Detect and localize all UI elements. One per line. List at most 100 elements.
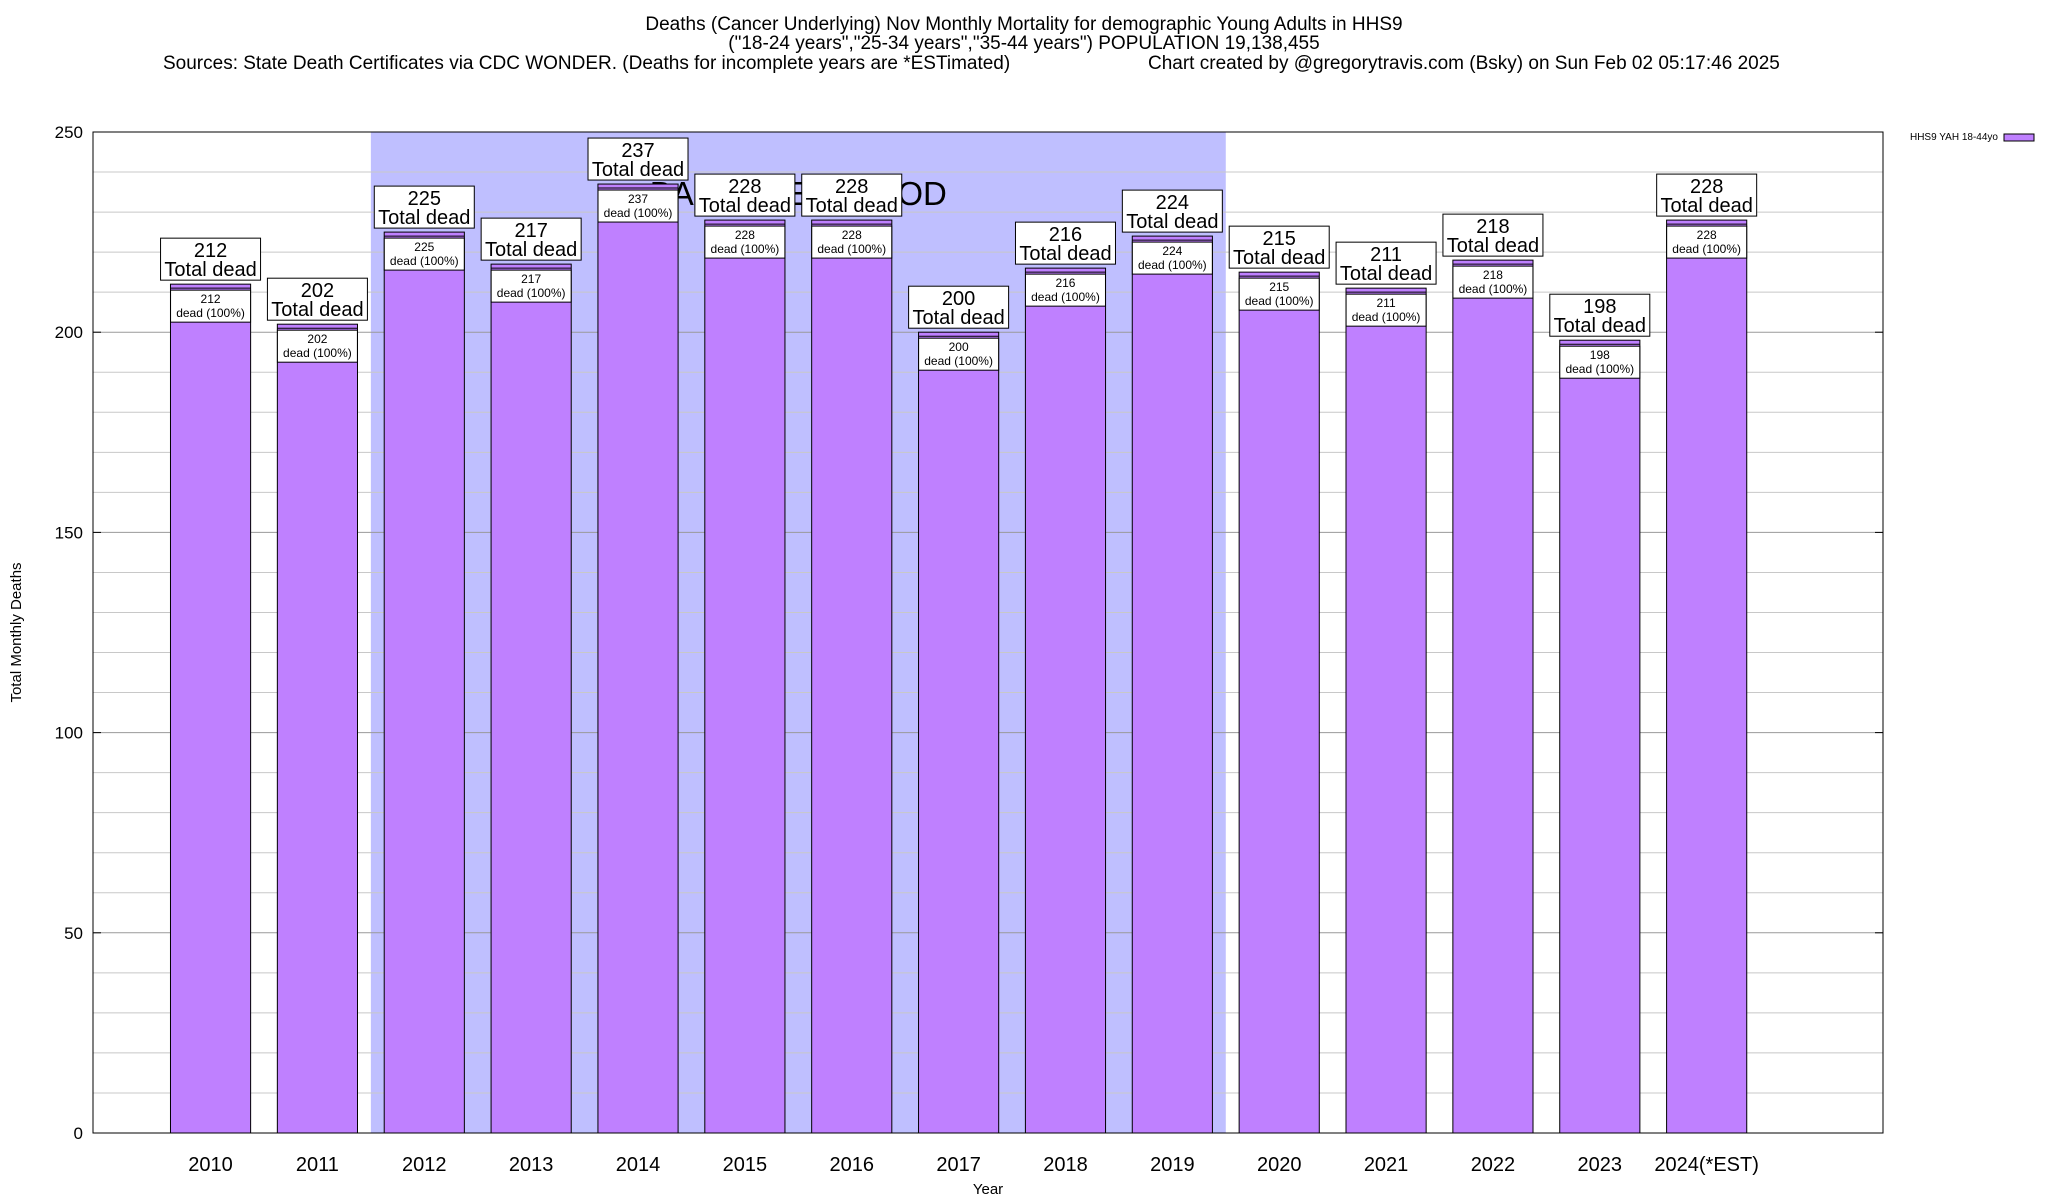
x-tick-label: 2013 — [509, 1154, 554, 1176]
bar-total-value: 211 — [1370, 244, 1402, 266]
legend-swatch — [2003, 133, 2035, 142]
bar-total-label: Total dead — [271, 299, 363, 321]
bar-total-value: 198 — [1583, 296, 1616, 318]
bar-total-label-box — [1335, 241, 1437, 285]
bar-inner-value: 216 — [1055, 276, 1075, 290]
x-tick-label: 2015 — [723, 1154, 768, 1176]
bar-total-label-box — [1014, 221, 1116, 265]
bar — [276, 323, 358, 1134]
x-axis-title: Year — [973, 1181, 1003, 1198]
bar-total-value: 225 — [408, 188, 441, 210]
bar — [1238, 271, 1320, 1134]
bar-total-label: Total dead — [592, 159, 684, 181]
bar-total-label: Total dead — [912, 307, 1004, 329]
bar-inner-value: 237 — [628, 192, 648, 206]
bar — [1559, 339, 1641, 1134]
bar-inner-label-box — [1452, 265, 1534, 299]
bar-total-value: 202 — [301, 280, 334, 302]
bar-inner-value: 228 — [735, 228, 755, 242]
bar — [1131, 235, 1213, 1134]
x-tick-label: 2019 — [1150, 1154, 1195, 1176]
bar-total-value: 224 — [1156, 192, 1189, 214]
x-tick-label: 2023 — [1578, 1154, 1623, 1176]
bar — [169, 283, 252, 1134]
bar — [1345, 287, 1427, 1134]
bar-inner-label-box — [1559, 345, 1641, 379]
bar-inner-value: 217 — [521, 272, 541, 286]
bar-inner-value: 211 — [1377, 296, 1396, 310]
x-tick-label: 2010 — [188, 1154, 233, 1176]
x-tick-label: 2011 — [296, 1154, 339, 1176]
bar — [811, 219, 893, 1134]
y-tick-label: 200 — [55, 323, 83, 342]
bar-inner-value: 228 — [842, 228, 862, 242]
bar-total-label: Total dead — [164, 259, 256, 281]
legend-label: HHS9 YAH 18-44yo — [1910, 132, 1998, 143]
bar-total-value: 216 — [1049, 224, 1082, 246]
bar-total-label: Total dead — [1126, 211, 1218, 233]
y-tick-label: 250 — [55, 123, 83, 142]
bar-total-value: 228 — [728, 176, 761, 198]
bar-inner-value: 202 — [307, 332, 327, 346]
bar-total-label-box — [587, 137, 689, 181]
bar-total-label: Total dead — [1661, 195, 1753, 217]
x-tick-label: 2014 — [616, 1154, 661, 1176]
bar — [1452, 259, 1534, 1134]
bar — [490, 263, 572, 1134]
bar-inner-value: 218 — [1483, 268, 1503, 282]
bar-total-value: 215 — [1263, 228, 1296, 250]
bar-total-value: 218 — [1476, 216, 1509, 238]
x-tick-label: 2018 — [1043, 1154, 1088, 1176]
bar-inner-label-box — [811, 225, 893, 259]
bar-total-label-box — [1228, 225, 1330, 269]
y-axis-title: Total Monthly Deaths — [8, 562, 25, 702]
bar-inner-value: 198 — [1590, 348, 1610, 362]
bar-total-value: 200 — [942, 288, 975, 310]
bar-inner-label-box — [1131, 241, 1213, 275]
bar-inner-percent: dead (100%) — [1138, 258, 1207, 272]
bar-total-label-box — [694, 173, 796, 217]
x-tick-label: 2012 — [402, 1154, 447, 1176]
bar-inner-percent: dead (100%) — [283, 346, 352, 360]
bar-total-label-box — [1549, 293, 1651, 337]
bar-total-label-box — [1656, 173, 1758, 217]
bar-total-label: Total dead — [1447, 235, 1539, 257]
bar-total-label-box — [801, 173, 903, 217]
bar-total-label-box — [373, 185, 475, 229]
chart-sources: Sources: State Death Certificates via CD… — [163, 53, 1011, 74]
bar-inner-label-box — [597, 189, 679, 223]
bar-total-value: 228 — [1690, 176, 1723, 198]
bar — [918, 331, 1000, 1134]
bar-total-value: 212 — [194, 240, 227, 262]
bar-total-value: 237 — [621, 140, 654, 162]
bar-inner-value: 225 — [414, 240, 434, 254]
bar-inner-value: 228 — [1697, 228, 1717, 242]
bar-inner-percent: dead (100%) — [390, 254, 459, 268]
bar-inner-percent: dead (100%) — [176, 306, 245, 320]
bar — [383, 231, 465, 1134]
bar-inner-label-box — [918, 337, 1000, 371]
bar-inner-percent: dead (100%) — [1672, 242, 1741, 256]
bar-inner-percent: dead (100%) — [924, 354, 993, 368]
bar-total-label: Total dead — [485, 239, 577, 261]
y-tick-label: 50 — [64, 924, 83, 943]
bar-inner-percent: dead (100%) — [1459, 282, 1528, 296]
bar-inner-label-box — [1024, 273, 1106, 307]
bar-total-label: Total dead — [1019, 243, 1111, 265]
bar-total-label: Total dead — [1554, 315, 1646, 337]
bar-total-value: 217 — [514, 220, 547, 242]
bar — [1666, 219, 1748, 1134]
bar-inner-value: 200 — [949, 340, 969, 354]
bar-inner-percent: dead (100%) — [711, 242, 780, 256]
bar-inner-percent: dead (100%) — [1352, 310, 1421, 324]
bar-inner-percent: dead (100%) — [817, 242, 886, 256]
bar-inner-label-box — [1238, 277, 1320, 311]
bar-total-label: Total dead — [699, 195, 791, 217]
bar-inner-label-box — [1345, 293, 1427, 327]
bar-inner-percent: dead (100%) — [497, 286, 566, 300]
bar-total-label-box — [266, 277, 368, 321]
bar-inner-percent: dead (100%) — [1565, 362, 1634, 376]
bar-total-label: Total dead — [378, 207, 470, 229]
chart-subtitle: ("18-24 years","25-34 years","35-44 year… — [728, 33, 1320, 54]
